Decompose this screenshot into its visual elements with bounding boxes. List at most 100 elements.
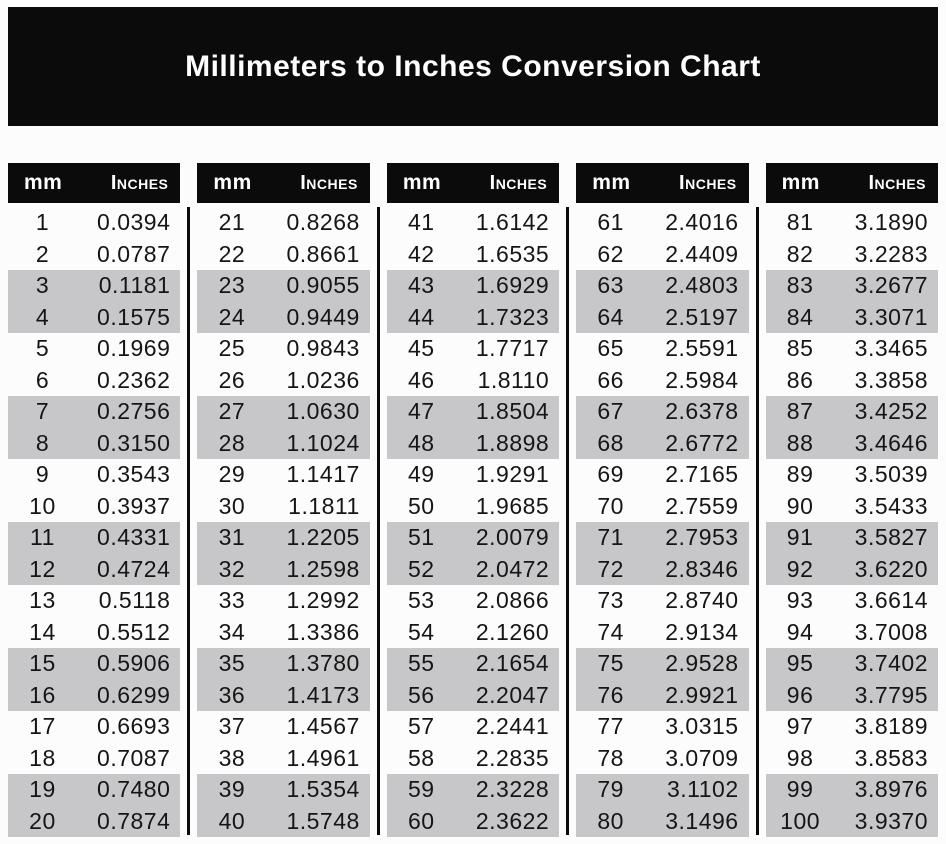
table-row: 16 0.6299 [8,679,181,711]
table-row: 6 0.2362 [8,365,180,397]
inches-value: 0.9843 [286,335,360,362]
inches-value: 2.0866 [475,587,550,614]
mm-value: 23 [218,272,246,299]
table-row: 76 2.9921 [576,679,749,711]
table-row: 11 0.4331 [8,522,181,554]
table-row: 53 2.0866 [387,585,559,617]
mm-value: 16 [29,681,56,708]
inches-value: 1.8504 [475,398,550,425]
mm-value: 59 [407,776,435,803]
mm-value: 68 [597,429,624,456]
table-row: 78 3.0709 [576,743,748,775]
group-header: mm Inches [386,163,560,203]
table-row: 72 2.8346 [576,553,749,585]
table-row: 42 1.6535 [387,239,559,271]
table-row: 66 2.5984 [576,365,748,397]
table-row: 1 0.0394 [8,207,180,239]
table-row: 91 3.5827 [765,522,939,554]
mm-value: 90 [786,492,814,519]
mm-value: 65 [597,335,624,362]
table-row: 100 3.9370 [765,805,939,837]
table-row: 97 3.8189 [766,711,938,743]
mm-value: 83 [786,272,814,299]
mm-value: 94 [786,618,814,645]
table-row: 49 1.9291 [387,459,559,491]
table-row: 56 2.2047 [386,679,560,711]
inches-value: 2.2835 [475,744,550,771]
inches-value: 3.1890 [854,209,929,236]
mm-header-label: mm [592,171,631,194]
mm-header-label: mm [24,171,63,194]
inches-value: 3.2283 [854,240,929,267]
table-row: 51 2.0079 [386,522,560,554]
inches-value: 1.6929 [475,272,550,299]
mm-value: 55 [407,650,435,677]
table-row: 73 2.8740 [576,585,748,617]
inches-value: 0.3150 [97,429,171,456]
mm-value: 63 [597,272,624,299]
table-row: 40 1.5748 [197,805,370,837]
inches-value: 1.4173 [286,681,360,708]
table-row: 94 3.7008 [766,617,938,649]
table-row: 10 0.3937 [8,491,180,523]
table-row: 30 1.1811 [197,491,369,523]
inches-value: 0.2362 [97,366,171,393]
inches-value: 0.8661 [286,240,360,267]
mm-value: 24 [218,303,246,330]
mm-value: 75 [597,650,624,677]
mm-value: 95 [786,650,814,677]
inches-value: 3.8583 [854,744,929,771]
inches-value: 1.1417 [286,461,360,488]
mm-value: 51 [407,524,435,551]
inches-value: 2.6772 [665,429,739,456]
table-row: 20 0.7874 [8,805,181,837]
mm-value: 21 [218,209,246,236]
inches-value: 2.3622 [475,807,550,834]
inches-value: 2.6378 [665,398,739,425]
group-divider [755,207,759,835]
table-row: 47 1.8504 [386,396,560,428]
mm-value: 77 [597,713,624,740]
inches-value: 2.0079 [475,524,550,551]
mm-value: 5 [35,335,50,362]
mm-value: 57 [407,713,435,740]
group-rows: 21 0.8268 22 0.8661 23 0.9055 24 0.9449 25 0.9843… [197,207,370,837]
table-row: 84 3.3071 [765,301,939,333]
mm-value: 9 [35,461,50,488]
table-row: 60 2.3622 [386,805,560,837]
mm-header-label: mm [213,171,252,194]
mm-value: 26 [218,366,246,393]
mm-value: 36 [218,681,246,708]
mm-value: 71 [597,524,624,551]
table-row: 43 1.6929 [386,270,560,302]
inches-value: 1.0630 [286,398,360,425]
mm-value: 69 [597,461,624,488]
mm-value: 27 [218,398,246,425]
mm-value: 78 [597,744,624,771]
table-row: 77 3.0315 [576,711,748,743]
inches-value: 3.5827 [854,524,929,551]
mm-value: 79 [597,776,624,803]
mm-value: 64 [597,303,624,330]
table-row: 71 2.7953 [576,522,749,554]
table-row: 90 3.5433 [766,491,938,523]
table-row: 55 2.1654 [386,648,560,680]
table-row: 17 0.6693 [8,711,180,743]
mm-value: 72 [597,555,624,582]
table-row: 28 1.1024 [197,427,370,459]
mm-value: 30 [218,492,246,519]
table-group-4: mm Inches 61 2.4016 62 2.4409 63 2.4803 64 2.5197… [576,163,749,837]
group-divider [566,207,570,835]
table-row: 27 1.0630 [197,396,370,428]
mm-header-label: mm [402,171,442,194]
table-row: 54 2.1260 [387,617,559,649]
mm-value: 53 [407,587,435,614]
table-row: 67 2.6378 [576,396,749,428]
inches-value: 0.6693 [97,713,171,740]
mm-value: 52 [407,555,435,582]
mm-value: 91 [786,524,814,551]
inches-value: 2.5591 [665,335,739,362]
group-rows: 61 2.4016 62 2.4409 63 2.4803 64 2.5197 65 2.5591… [576,207,749,837]
mm-value: 3 [35,272,50,299]
table-row: 23 0.9055 [197,270,370,302]
